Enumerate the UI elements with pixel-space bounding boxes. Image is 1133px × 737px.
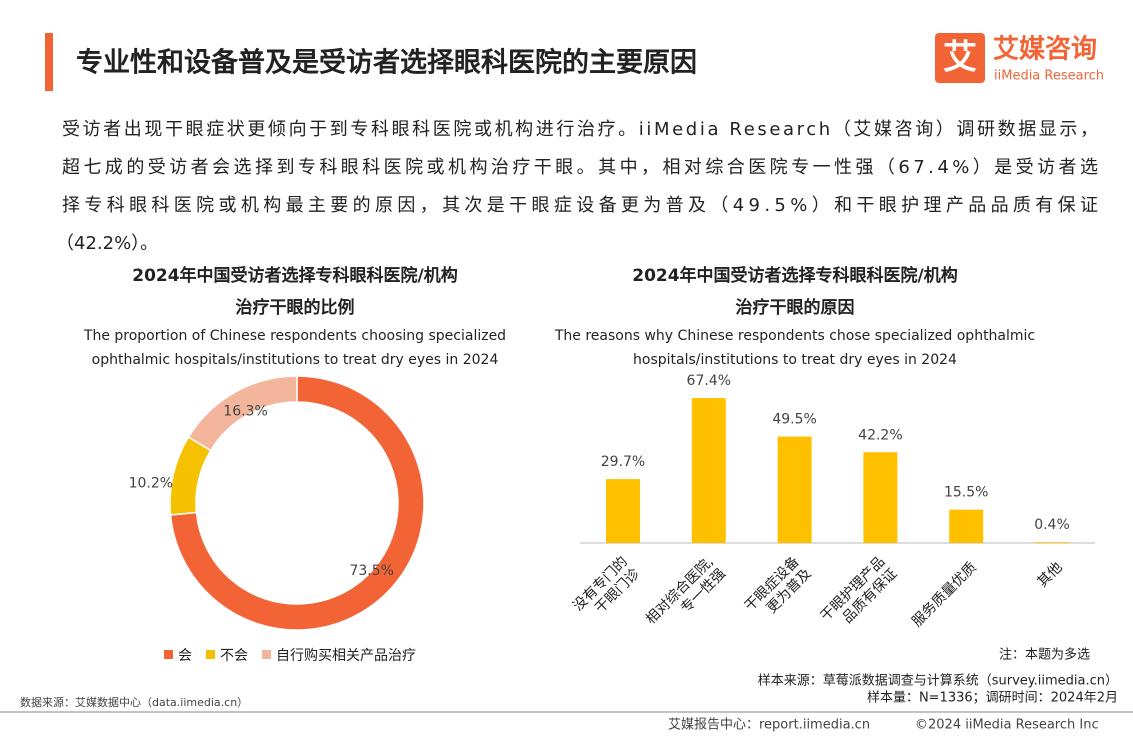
chart-subtitle: The reasons why Chinese respondents chos… bbox=[554, 328, 1035, 344]
bar bbox=[691, 398, 726, 543]
bar bbox=[1035, 542, 1069, 543]
pie-slice bbox=[187, 375, 298, 452]
bar bbox=[949, 509, 984, 543]
bar-label: 49.5% bbox=[772, 412, 816, 428]
chart-title: 2024年中国受访者选择专科眼科医院/机构 bbox=[132, 265, 458, 286]
logo-mark: 艾 bbox=[943, 38, 977, 78]
logo-box bbox=[935, 33, 985, 83]
chart-subtitle: ophthalmic hospitals/institutions to tre… bbox=[92, 352, 499, 368]
x-tick-label: 服务质量优质 bbox=[909, 559, 980, 630]
x-tick-label: 干眼症设备更为普及 bbox=[741, 553, 815, 627]
legend-label: 不会 bbox=[220, 648, 248, 664]
chart-title: 2024年中国受访者选择专科眼科医院/机构 bbox=[632, 265, 958, 286]
x-tick-label: 没有专门的干眼门诊 bbox=[570, 554, 643, 627]
logo-sub: iiMedia Research bbox=[994, 69, 1104, 84]
paragraph-line: 超七成的受访者会选择到专科眼科医院或机构治疗干眼。其中，相对综合医院专一性强（6… bbox=[62, 157, 1098, 178]
legend-swatch bbox=[164, 650, 173, 659]
slice-label: 16.3% bbox=[223, 403, 267, 419]
bar bbox=[863, 452, 898, 543]
chart-title: 治疗干眼的比例 bbox=[236, 297, 355, 318]
x-tick-label: 其他 bbox=[1035, 559, 1066, 590]
pie-slice bbox=[169, 435, 212, 516]
paragraph-line: 受访者出现干眼症状更倾向于到专科眼科医院或机构进行治疗。iiMedia Rese… bbox=[62, 119, 1098, 140]
bar bbox=[777, 436, 812, 543]
bar-label: 67.4% bbox=[687, 373, 731, 389]
legend-swatch bbox=[206, 650, 215, 659]
slice-label: 10.2% bbox=[129, 475, 173, 491]
note: 样本量：N=1336；调研时间：2024年2月 bbox=[867, 691, 1118, 706]
bar-label: 29.7% bbox=[601, 454, 645, 470]
paragraph-line: 择专科眼科医院或机构最主要的原因，其次是干眼症设备更为普及（49.5%）和干眼护… bbox=[62, 195, 1098, 216]
title-accent bbox=[45, 33, 53, 91]
bar bbox=[606, 479, 640, 543]
bar-label: 42.2% bbox=[858, 427, 902, 443]
logo-name: 艾媒咨询 bbox=[993, 34, 1097, 65]
x-tick-label: 相对综合医院,专一性强 bbox=[643, 554, 729, 640]
legend-swatch bbox=[262, 650, 271, 659]
legend-label: 会 bbox=[178, 648, 192, 664]
note: 样本来源：草莓派数据调查与计算系统（survey.iimedia.cn） bbox=[758, 674, 1118, 689]
chart-subtitle: The proportion of Chinese respondents ch… bbox=[83, 328, 506, 344]
slice-label: 73.5% bbox=[349, 563, 393, 579]
note: 注：本题为多选 bbox=[999, 647, 1090, 663]
chart-title: 治疗干眼的原因 bbox=[736, 297, 855, 318]
slide-title: 专业性和设备普及是受访者选择眼科医院的主要原因 bbox=[76, 47, 697, 79]
bar-label: 15.5% bbox=[944, 485, 988, 501]
x-tick-label: 干眼护理产品品质有保证 bbox=[818, 554, 901, 637]
footer-copyright: ©2024 iiMedia Research Inc bbox=[915, 718, 1099, 733]
bar-label: 0.4% bbox=[1034, 517, 1070, 533]
paragraph-line: （42.2%）。 bbox=[56, 233, 158, 254]
data-source: 数据来源：艾媒数据中心（data.iimedia.cn） bbox=[20, 695, 248, 709]
pie-slice bbox=[169, 375, 425, 631]
footer-report: 艾媒报告中心：report.iimedia.cn bbox=[668, 718, 870, 733]
chart-subtitle: hospitals/institutions to treat dry eyes… bbox=[633, 352, 957, 368]
legend-label: 自行购买相关产品治疗 bbox=[276, 648, 416, 664]
